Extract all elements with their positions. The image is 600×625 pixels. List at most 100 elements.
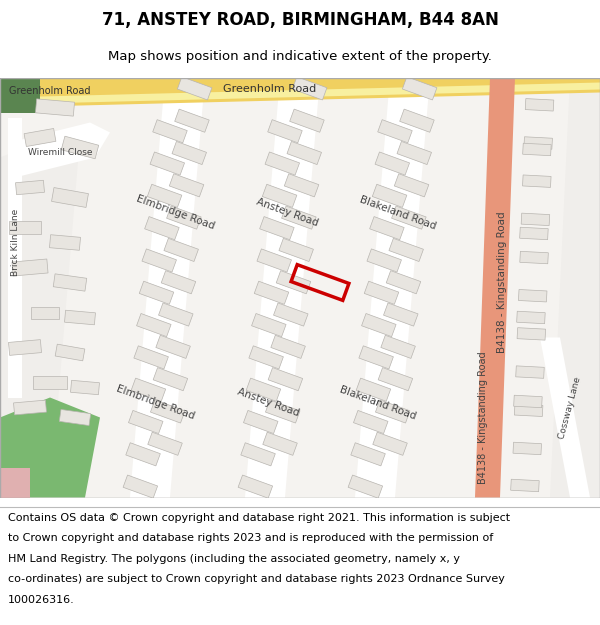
Bar xyxy=(128,411,163,434)
Bar xyxy=(359,346,394,369)
Bar xyxy=(121,508,155,531)
Text: Blakeland Road: Blakeland Road xyxy=(338,384,418,421)
Bar xyxy=(348,475,383,498)
Bar xyxy=(61,136,99,159)
Text: Map shows position and indicative extent of the property.: Map shows position and indicative extent… xyxy=(108,49,492,62)
Bar xyxy=(33,376,67,389)
Bar xyxy=(172,141,206,164)
Bar xyxy=(373,184,407,208)
Bar xyxy=(161,271,196,294)
Bar xyxy=(137,314,171,337)
Bar xyxy=(511,479,539,492)
Bar xyxy=(517,311,545,324)
Bar xyxy=(12,259,48,276)
Bar xyxy=(53,274,87,291)
Bar xyxy=(271,335,305,358)
Bar xyxy=(246,378,281,401)
Polygon shape xyxy=(50,78,285,498)
Bar xyxy=(356,378,391,401)
Bar xyxy=(524,137,553,149)
Bar xyxy=(375,152,410,175)
Bar xyxy=(397,141,431,164)
Bar xyxy=(59,409,91,426)
Text: B4138 - Kingstanding Road: B4138 - Kingstanding Road xyxy=(497,212,507,353)
Bar xyxy=(292,77,327,100)
Bar xyxy=(0,78,40,112)
Bar xyxy=(131,378,166,401)
Text: Elmbridge Road: Elmbridge Road xyxy=(115,384,196,421)
Bar xyxy=(268,119,302,143)
Bar xyxy=(378,119,412,143)
Bar xyxy=(175,109,209,132)
Polygon shape xyxy=(10,122,110,177)
Text: co-ordinates) are subject to Crown copyright and database rights 2023 Ordnance S: co-ordinates) are subject to Crown copyr… xyxy=(8,574,505,584)
Bar xyxy=(49,235,80,250)
Bar xyxy=(394,174,429,197)
Bar xyxy=(148,184,182,208)
Bar xyxy=(291,264,349,301)
Text: Greenholm Road: Greenholm Road xyxy=(223,84,317,94)
Bar xyxy=(370,217,404,240)
Text: HM Land Registry. The polygons (including the associated geometry, namely x, y: HM Land Registry. The polygons (includin… xyxy=(8,554,460,564)
Bar xyxy=(244,411,278,434)
Bar xyxy=(513,442,542,454)
Bar xyxy=(527,61,555,73)
Bar xyxy=(520,251,548,264)
Bar xyxy=(257,249,292,272)
Text: Anstey Road: Anstey Road xyxy=(254,197,319,228)
Polygon shape xyxy=(165,78,400,498)
Bar xyxy=(376,400,410,423)
Bar xyxy=(134,346,169,369)
Bar xyxy=(142,249,176,272)
Bar xyxy=(400,109,434,132)
Bar xyxy=(9,221,41,234)
Bar xyxy=(364,281,399,304)
Bar xyxy=(353,411,388,434)
Bar xyxy=(392,206,426,229)
Polygon shape xyxy=(475,78,515,498)
Polygon shape xyxy=(0,78,600,108)
Bar xyxy=(279,238,313,261)
Bar xyxy=(514,395,542,408)
Text: B4138 - Kingstanding Road: B4138 - Kingstanding Road xyxy=(478,351,488,484)
Bar xyxy=(31,306,59,319)
Polygon shape xyxy=(275,78,510,498)
Bar xyxy=(65,310,95,325)
Bar xyxy=(265,400,300,423)
Bar xyxy=(381,335,415,358)
Bar xyxy=(523,143,551,156)
Bar xyxy=(71,380,100,395)
Bar xyxy=(263,432,297,456)
Bar xyxy=(276,271,311,294)
Bar xyxy=(148,432,182,456)
Bar xyxy=(14,400,46,415)
Polygon shape xyxy=(0,78,130,158)
Bar xyxy=(251,314,286,337)
Bar xyxy=(169,174,204,197)
Bar xyxy=(517,328,545,340)
Bar xyxy=(235,508,270,531)
Bar xyxy=(274,303,308,326)
Bar xyxy=(153,368,188,391)
Bar xyxy=(389,238,424,261)
Polygon shape xyxy=(540,338,590,498)
Text: Brick Kiln Lane: Brick Kiln Lane xyxy=(10,209,19,276)
Bar xyxy=(268,368,302,391)
Bar xyxy=(126,442,160,466)
Bar xyxy=(362,314,396,337)
Polygon shape xyxy=(8,118,22,398)
Bar xyxy=(518,289,547,302)
Bar xyxy=(167,206,201,229)
Bar xyxy=(520,228,548,239)
Text: 100026316.: 100026316. xyxy=(8,595,74,605)
Bar xyxy=(295,44,329,68)
Bar xyxy=(139,281,174,304)
Bar xyxy=(241,442,275,466)
Polygon shape xyxy=(245,78,320,498)
Bar xyxy=(514,404,543,416)
Polygon shape xyxy=(355,78,430,498)
Polygon shape xyxy=(390,78,570,498)
Text: Wiremill Close: Wiremill Close xyxy=(28,148,92,157)
Bar xyxy=(153,119,187,143)
Polygon shape xyxy=(0,82,600,104)
